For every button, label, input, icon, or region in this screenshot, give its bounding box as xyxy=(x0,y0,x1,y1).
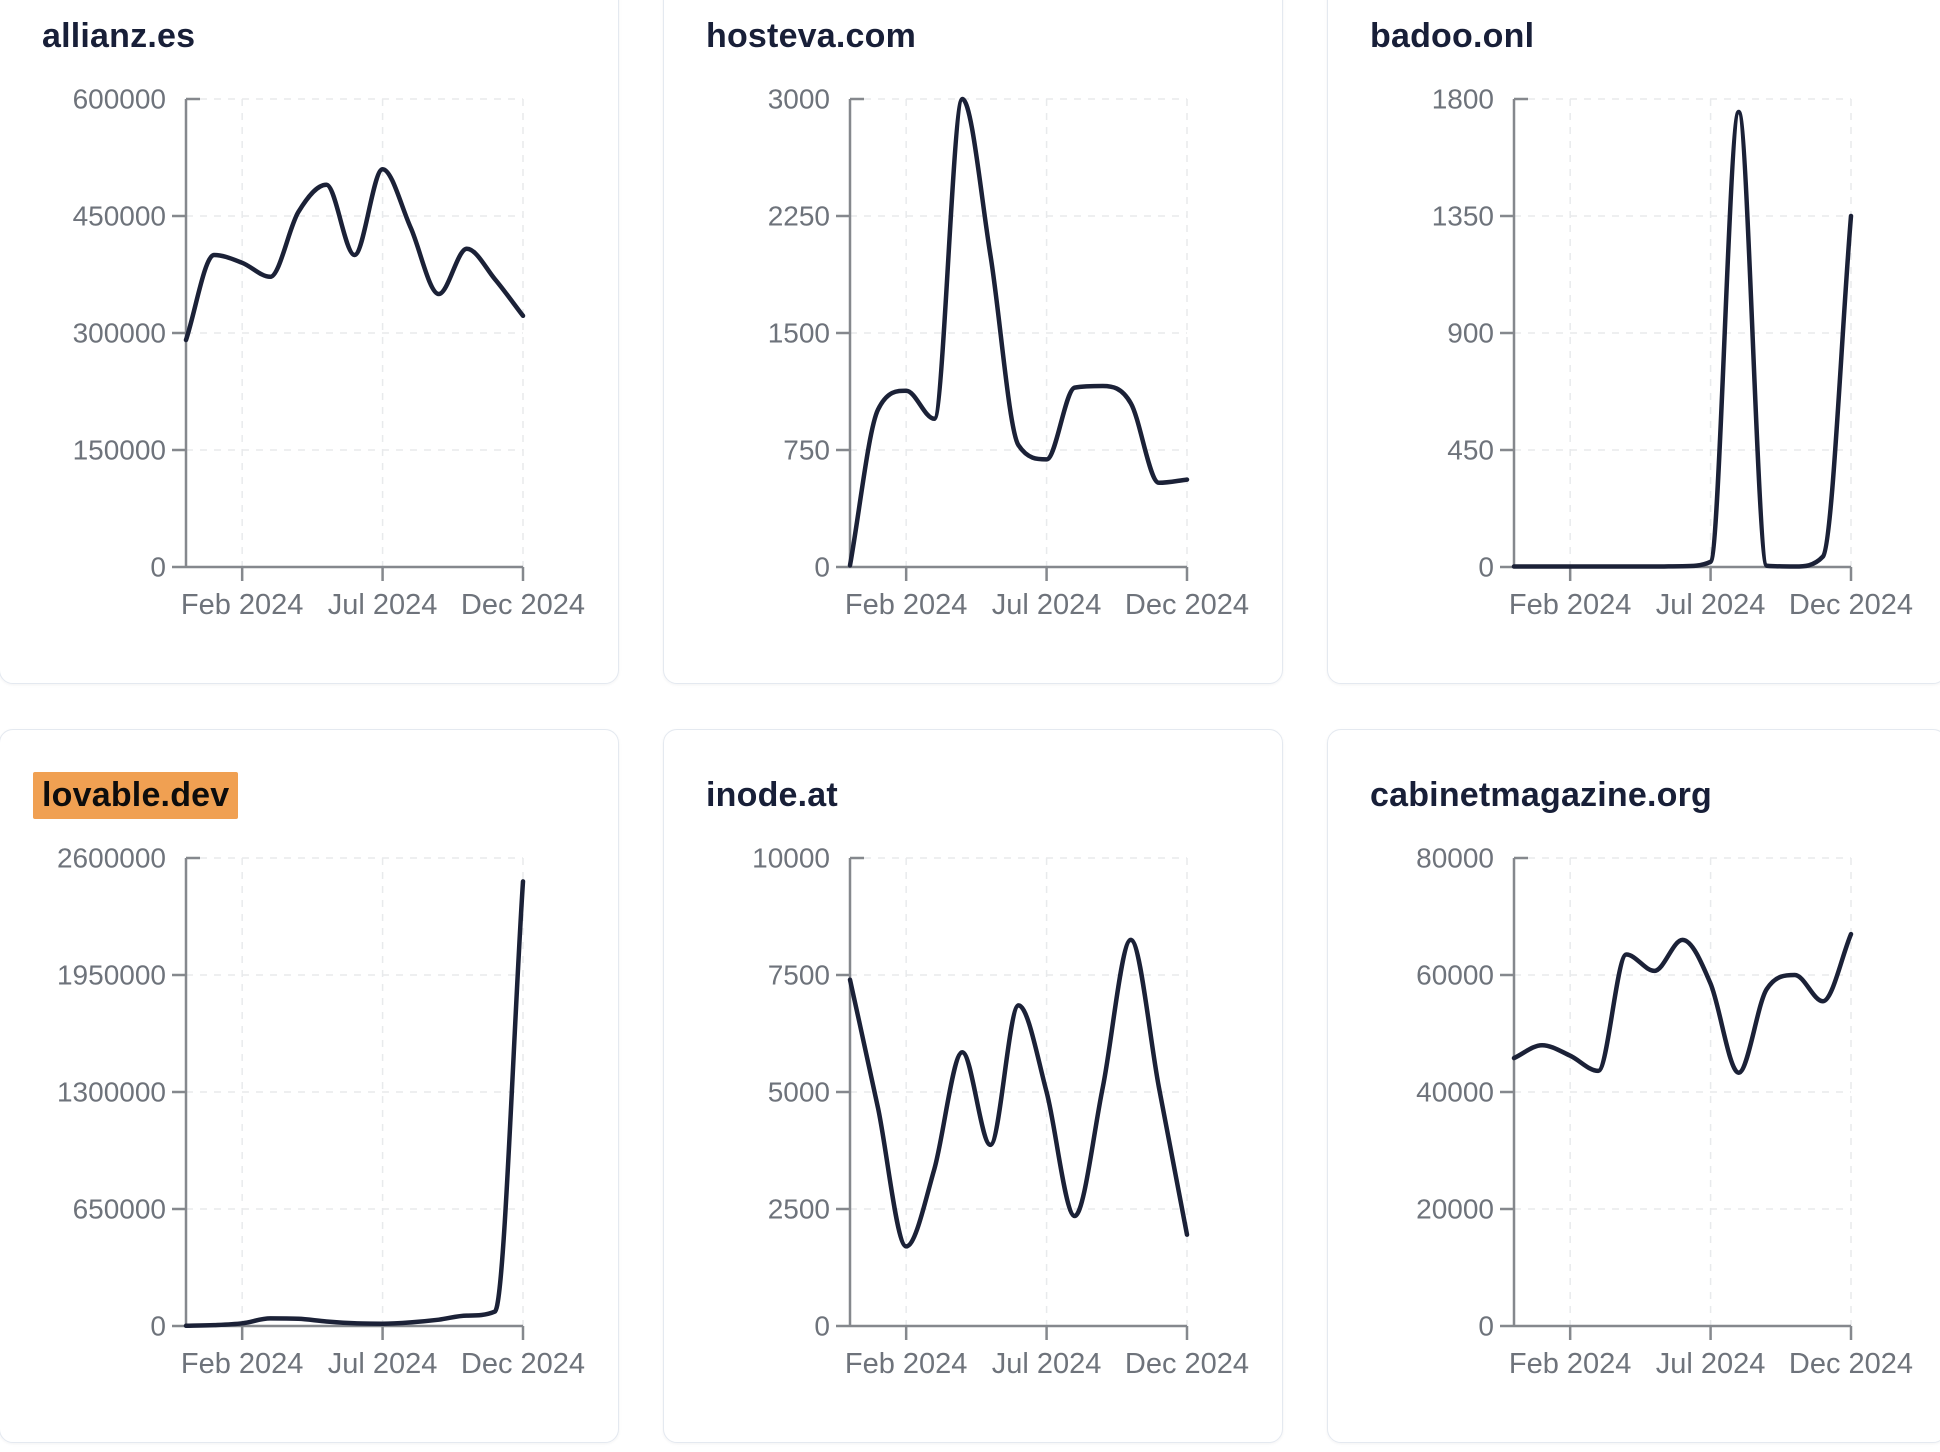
x-tick-label: Dec 2024 xyxy=(1789,1348,1913,1380)
y-tick-label: 150000 xyxy=(73,435,166,466)
series-line xyxy=(1511,109,1854,569)
y-tick-label: 1500 xyxy=(768,318,830,349)
domain-card-cabinetmagazine[interactable]: cabinetmagazine.org 0 20000 40000 60000 8000… xyxy=(1327,729,1940,1443)
x-tick-label: Jul 2024 xyxy=(328,589,438,621)
domain-card-allianz[interactable]: allianz.es 0 150000 300000 450000 600000 Feb … xyxy=(0,0,619,684)
x-tick-label: Jul 2024 xyxy=(1656,589,1766,621)
x-tick-label: Feb 2024 xyxy=(845,1348,968,1380)
x-tick-label: Dec 2024 xyxy=(1125,1348,1249,1380)
traffic-chart: 0 150000 300000 450000 600000 Feb 2024 Jul 202… xyxy=(73,84,586,622)
y-tick-label: 1800 xyxy=(1432,84,1494,115)
x-tick-label: Jul 2024 xyxy=(992,589,1102,621)
x-tick-label: Feb 2024 xyxy=(181,589,304,621)
traffic-chart: 0 650000 1300000 1950000 2600000 Feb 2024 Jul … xyxy=(57,843,585,1381)
y-tick-label: 0 xyxy=(150,552,166,583)
series-line xyxy=(183,879,526,1329)
domain-title: badoo.onl xyxy=(1370,17,1535,55)
x-tick-label: Dec 2024 xyxy=(461,589,585,621)
y-tick-label: 900 xyxy=(1447,318,1494,349)
y-tick-label: 20000 xyxy=(1416,1194,1494,1225)
y-tick-label: 2250 xyxy=(768,201,830,232)
x-tick-label: Dec 2024 xyxy=(1125,589,1249,621)
y-tick-label: 7500 xyxy=(768,960,830,991)
y-tick-label: 750 xyxy=(783,435,830,466)
y-tick-label: 0 xyxy=(1478,552,1494,583)
y-tick-label: 60000 xyxy=(1416,960,1494,991)
series-line xyxy=(183,166,526,343)
x-tick-label: Feb 2024 xyxy=(1509,589,1632,621)
y-tick-label: 0 xyxy=(1478,1311,1494,1342)
y-tick-label: 5000 xyxy=(768,1077,830,1108)
y-tick-label: 40000 xyxy=(1416,1077,1494,1108)
series-line xyxy=(1511,931,1854,1075)
y-tick-label: 450000 xyxy=(73,201,166,232)
x-tick-label: Jul 2024 xyxy=(328,1348,438,1380)
series-line xyxy=(847,937,1190,1249)
domain-title: hosteva.com xyxy=(706,17,917,55)
x-tick-label: Feb 2024 xyxy=(845,589,968,621)
domain-card-lovable[interactable]: lovable.dev 0 650000 1300000 1950000 2600000… xyxy=(0,729,619,1443)
domain-title: allianz.es xyxy=(42,17,196,55)
domain-title: cabinetmagazine.org xyxy=(1370,776,1712,814)
y-tick-label: 0 xyxy=(814,552,830,583)
y-tick-label: 1300000 xyxy=(57,1077,166,1108)
y-tick-label: 0 xyxy=(814,1311,830,1342)
x-tick-label: Feb 2024 xyxy=(181,1348,304,1380)
y-tick-label: 650000 xyxy=(73,1194,166,1225)
traffic-chart: 0 450 900 1350 1800 Feb 2024 Jul 2024 Dec 2024 xyxy=(1432,84,1913,622)
domain-card-badoo[interactable]: badoo.onl 0 450 900 1350 1800 Feb 2024 Jul 202… xyxy=(1327,0,1940,684)
domain-title: inode.at xyxy=(706,776,838,814)
x-tick-label: Feb 2024 xyxy=(1509,1348,1632,1380)
x-tick-label: Dec 2024 xyxy=(1789,589,1913,621)
domain-card-hosteva[interactable]: hosteva.com 0 750 1500 2250 3000 Feb 2024 Jul … xyxy=(663,0,1283,684)
y-tick-label: 600000 xyxy=(73,84,166,115)
y-tick-label: 2600000 xyxy=(57,843,166,874)
y-tick-label: 2500 xyxy=(768,1194,830,1225)
y-tick-label: 300000 xyxy=(73,318,166,349)
y-tick-label: 0 xyxy=(150,1311,166,1342)
y-tick-label: 3000 xyxy=(768,84,830,115)
traffic-chart: 0 20000 40000 60000 80000 Feb 2024 Jul 2024 Dec… xyxy=(1416,843,1913,1381)
y-tick-label: 1350 xyxy=(1432,201,1494,232)
x-tick-label: Jul 2024 xyxy=(1656,1348,1766,1380)
traffic-chart: 0 2500 5000 7500 10000 Feb 2024 Jul 2024 Dec 20… xyxy=(752,843,1249,1381)
x-tick-label: Dec 2024 xyxy=(461,1348,585,1380)
domain-card-inode[interactable]: inode.at 0 2500 5000 7500 10000 Feb 2024 Jul 2… xyxy=(663,729,1283,1443)
series-line xyxy=(847,96,1190,568)
traffic-chart: 0 750 1500 2250 3000 Feb 2024 Jul 2024 Dec 2024 xyxy=(768,84,1249,622)
domain-title-highlighted: lovable.dev xyxy=(33,772,239,819)
y-tick-label: 10000 xyxy=(752,843,830,874)
y-tick-label: 450 xyxy=(1447,435,1494,466)
x-tick-label: Jul 2024 xyxy=(992,1348,1102,1380)
y-tick-label: 1950000 xyxy=(57,960,166,991)
y-tick-label: 80000 xyxy=(1416,843,1494,874)
